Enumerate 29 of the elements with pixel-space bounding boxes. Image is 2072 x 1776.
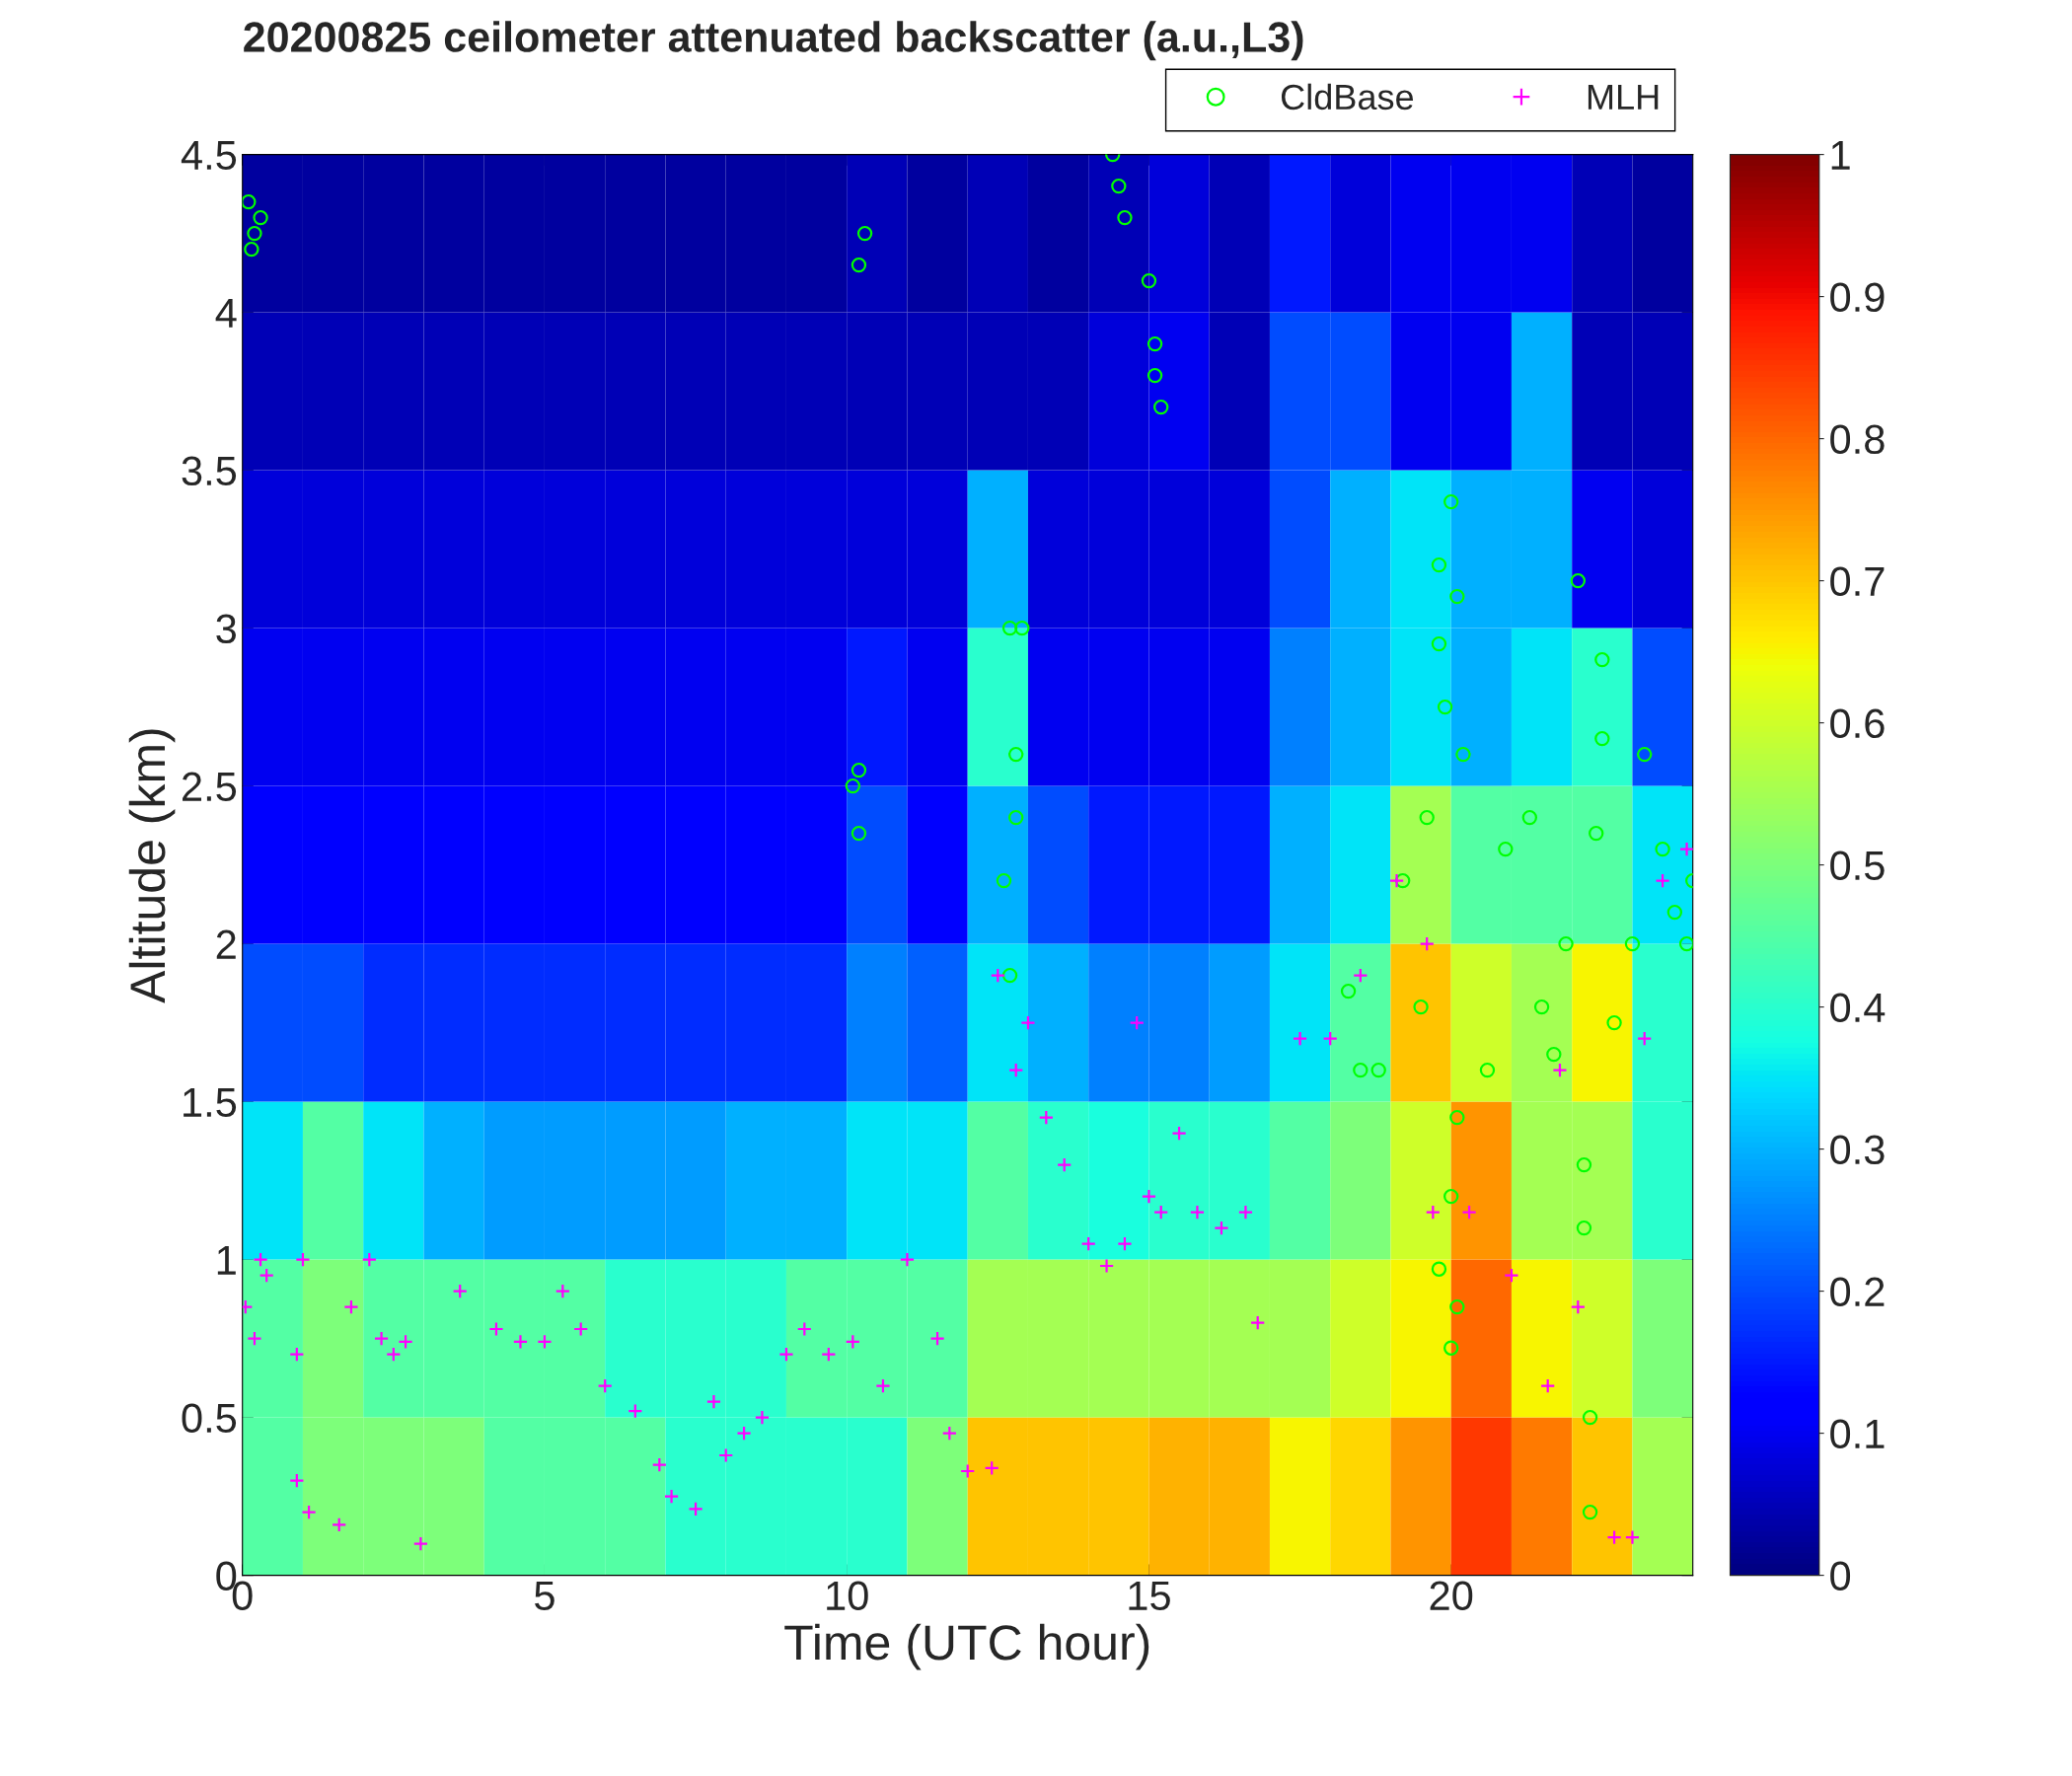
- y-tick-label: 3.5: [182, 456, 237, 486]
- x-tick-label: 5: [535, 1581, 555, 1611]
- y-tick-label: 0.5: [182, 1403, 237, 1434]
- x-axis-title: Time (UTC hour): [784, 1623, 1149, 1670]
- legend-label: CldBase: [1281, 83, 1414, 111]
- legend-label: MLH: [1588, 85, 1659, 110]
- chart-title: 20200825 ceilometer attenuated backscatter (a.u.,L3): [244, 21, 1303, 61]
- color-bar-label: 0.5: [1830, 851, 1885, 881]
- color-bar-label: 0.2: [1830, 1277, 1885, 1307]
- x-tick-label: 10: [827, 1581, 868, 1611]
- color-bar-label: 0.4: [1830, 993, 1886, 1023]
- color-bar-label: 0: [1830, 1561, 1851, 1591]
- x-tick-label: 15: [1129, 1581, 1170, 1611]
- y-tick-label: 1: [217, 1246, 236, 1275]
- color-bar-label: 0.7: [1830, 566, 1885, 597]
- color-bar-label: 0.3: [1830, 1135, 1885, 1165]
- color-bar-label: 1: [1831, 141, 1850, 170]
- y-axis-title: Altitude (km): [128, 729, 176, 1003]
- y-tick-label: 3: [216, 614, 237, 644]
- y-tick-label: 2: [216, 929, 236, 959]
- y-tick-label: 1.5: [184, 1088, 237, 1118]
- color-bar-label: 0.9: [1830, 282, 1885, 313]
- color-bar-label: 0.6: [1830, 708, 1885, 739]
- color-bar-label: 0.1: [1830, 1419, 1885, 1449]
- y-tick-label: 4: [215, 299, 237, 328]
- y-tick-label: 2.5: [183, 772, 237, 802]
- x-tick-label: 20: [1430, 1581, 1473, 1611]
- color-bar-label: 0.8: [1830, 424, 1885, 455]
- y-tick-label: 4.5: [181, 141, 237, 171]
